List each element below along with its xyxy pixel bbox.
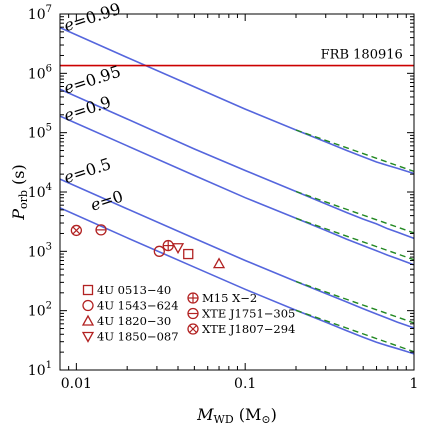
x-axis-label-unit-close: ) <box>271 405 277 424</box>
legend-label-m15-x-2: M15 X−2 <box>202 291 257 305</box>
point-4u-0513-40 <box>183 248 194 260</box>
frb-label: FRB 180916 <box>321 48 403 63</box>
y-tick-label: 107 <box>28 4 52 23</box>
marker-shape <box>70 224 83 237</box>
marker-shape <box>82 299 94 312</box>
x-tick-label: 0.1 <box>234 376 256 392</box>
curve-labels: e=0.99 e=0.95e=0.9 e=0.5e=0 <box>62 0 126 215</box>
x-axis-label-unit-sub: ⊙ <box>261 413 270 426</box>
point-4u-1850-087 <box>171 243 185 255</box>
x-tick-label: 1 <box>410 376 419 392</box>
curve-e-0-95 <box>60 88 414 240</box>
legend-label-4u-1850-087: 4U 1850−087 <box>97 330 179 344</box>
curve-label-e-0-5: e=0.5 <box>62 154 114 187</box>
y-axis-ticks: 101 102 103 104 105 106 107 <box>28 4 414 379</box>
legend-marker-4u-0513-40 <box>82 284 94 296</box>
x-axis-label-main: M <box>196 405 214 424</box>
y-axis-label: Porb (s) <box>9 164 30 220</box>
marker-shape <box>82 284 94 296</box>
legend-marker-xte-j1751-305 <box>187 307 199 320</box>
y-axis-label-unit: (s) <box>9 164 28 190</box>
data-points <box>70 224 226 269</box>
marker-shape <box>171 243 185 255</box>
x-axis-label-sub: WD <box>214 413 234 426</box>
point-xte-j1807-294 <box>70 224 83 237</box>
curve-e-0-5 <box>60 178 414 329</box>
curve-label-e-0: e=0 <box>88 186 125 214</box>
asymptote-e-0-5 <box>295 280 414 324</box>
marker-shape <box>153 245 165 257</box>
y-axis-label-main: P <box>9 209 28 221</box>
curve-e-0 <box>60 207 414 355</box>
curve-label-e-0-99: e=0.99 <box>62 0 124 35</box>
y-axis-label-sub: orb <box>17 190 30 209</box>
x-axis-label-unit-open: (M <box>234 405 262 424</box>
curve-label-e-0-95: e=0.95 <box>62 62 124 98</box>
marker-shape <box>212 257 226 269</box>
y-tick-label: 102 <box>28 301 52 320</box>
curve-e-0-99 <box>60 26 414 175</box>
legend-marker-m15-x-2 <box>187 292 199 304</box>
legend-marker-4u-1543-624 <box>82 299 94 312</box>
asymptote-e-0-9 <box>295 217 414 261</box>
curves <box>60 26 414 355</box>
svg-text:MWD (M⊙): MWD (M⊙) <box>196 405 277 426</box>
legend-label-4u-1543-624: 4U 1543−624 <box>97 299 179 313</box>
marker-shape <box>81 314 95 326</box>
x-tick-label: 0.01 <box>61 376 92 392</box>
y-tick-label: 103 <box>28 241 52 260</box>
y-tick-label: 101 <box>28 360 52 379</box>
point-4u-1543-624 <box>153 245 165 257</box>
legend-marker-4u-1850-087 <box>81 331 95 343</box>
asymptote-e-0-99 <box>295 129 414 173</box>
y-tick-label: 105 <box>28 123 52 142</box>
x-axis-label: MWD (M⊙) <box>196 405 277 426</box>
asymptote-e-0 <box>295 309 414 353</box>
marker-shape <box>183 248 194 260</box>
legend-label-4u-0513-40: 4U 0513−40 <box>97 283 171 297</box>
legend-label-4u-1820-30: 4U 1820−30 <box>97 314 171 328</box>
marker-line <box>189 325 197 333</box>
svg-text:Porb (s): Porb (s) <box>9 164 30 220</box>
plot-area: e=0.99e=0.95e=0.9e=0.5e=0 0.01 0.1 1 10110… <box>28 0 419 392</box>
legend-label-xte-j1751-305: XTE J1751−305 <box>202 307 295 321</box>
curve-e-0-9 <box>60 115 414 266</box>
point-xte-j1751-305 <box>95 224 107 236</box>
y-tick-label: 104 <box>28 182 52 201</box>
legend-marker-xte-j1807-294 <box>187 323 199 335</box>
asymptote-e-0-95 <box>295 190 414 234</box>
legend-marker-4u-1820-30 <box>81 314 95 326</box>
marker-line <box>72 226 81 235</box>
legend-label-xte-j1807-294: XTE J1807−294 <box>202 322 295 336</box>
point-m15-x-2 <box>162 239 174 252</box>
marker-shape <box>81 331 95 343</box>
y-tick-label: 106 <box>28 63 52 82</box>
curve-label-e-0-9: e=0.9 <box>62 92 114 125</box>
point-4u-1820-30 <box>212 257 226 269</box>
marker-shape <box>187 323 199 335</box>
x-axis-ticks: 0.01 0.1 1 <box>59 14 419 392</box>
